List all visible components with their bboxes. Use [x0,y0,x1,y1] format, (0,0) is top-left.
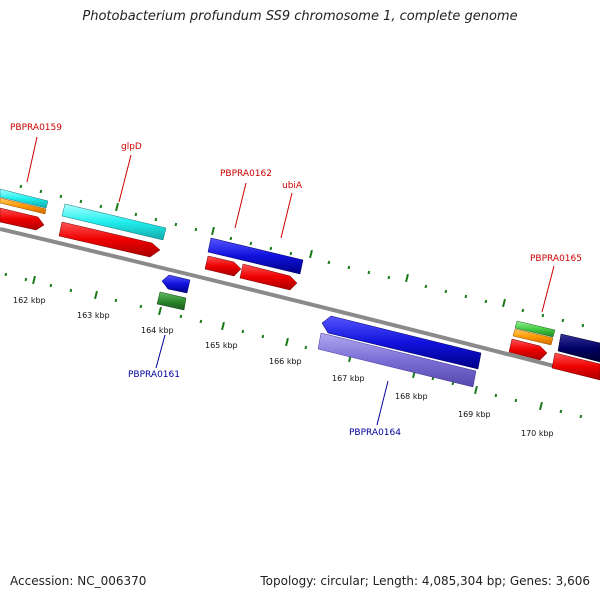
gene-label-pbpra0159: PBPRA0159 [10,123,62,133]
accession-text: Accession: NC_006370 [10,574,147,588]
gene-label-ubia: ubiA [282,181,303,191]
gene-label-pbpra0164: PBPRA0164 [349,428,401,438]
gene-pbpra0165-red[interactable] [508,338,548,361]
gene-label-glpd: glpD [121,142,142,152]
gene-label-pbpra0162: PBPRA0162 [220,169,272,179]
gene-pbpra0161-green[interactable] [156,291,187,311]
kbp-label-164: 164 kbp [141,326,174,335]
gene-label-pbpra0165: PBPRA0165 [530,254,582,264]
gene-pbpra0165-green[interactable] [514,320,556,338]
genome-backbone [0,227,600,380]
label-leaders [26,136,555,426]
map-title: Photobacterium profundum SS9 chromosome … [82,9,518,24]
kbp-label-169: 169 kbp [458,410,491,419]
gene-pbpra0159-orange[interactable] [0,197,47,215]
kbp-label-162: 162 kbp [13,296,46,305]
kbp-label-168: 168 kbp [395,392,428,401]
kbp-label-165: 165 kbp [205,341,238,350]
kbp-labels: 162 kbp 163 kbp 164 kbp 165 kbp 166 kbp … [13,296,554,438]
forward-genes [0,188,600,381]
gene-right-navy[interactable] [557,333,600,363]
kbp-label-163: 163 kbp [77,311,110,320]
gene-pbpra0161-blue[interactable] [161,274,191,294]
kbp-label-167: 167 kbp [332,374,365,383]
gene-pbpra0159-cyan[interactable] [0,188,49,209]
gene-pbpra0164-blue[interactable] [321,315,482,370]
kbp-label-166: 166 kbp [269,357,302,366]
gene-pbpra0159-red[interactable] [0,207,45,231]
kbp-label-170: 170 kbp [521,429,554,438]
gene-ubia-red[interactable] [239,263,298,291]
gene-labels: PBPRA0159 glpD PBPRA0162 ubiA PBPRA0165 … [10,123,582,438]
gene-pbpra0162-red[interactable] [204,255,242,277]
gene-glpd-cyan[interactable] [61,203,167,241]
forward-tick-track [19,184,585,328]
gene-right-red[interactable] [551,352,600,381]
gene-label-pbpra0161: PBPRA0161 [128,370,180,380]
reverse-tick-track [4,272,583,419]
gene-pbpra0164-purple[interactable] [317,332,477,388]
gene-glpd-red[interactable] [58,221,161,258]
genome-summary-text: Topology: circular; Length: 4,085,304 bp… [260,574,590,588]
reverse-genes [156,274,482,388]
gene-pbpra0165-orange[interactable] [512,328,554,346]
gene-pbpra0162-blue[interactable] [207,237,304,275]
